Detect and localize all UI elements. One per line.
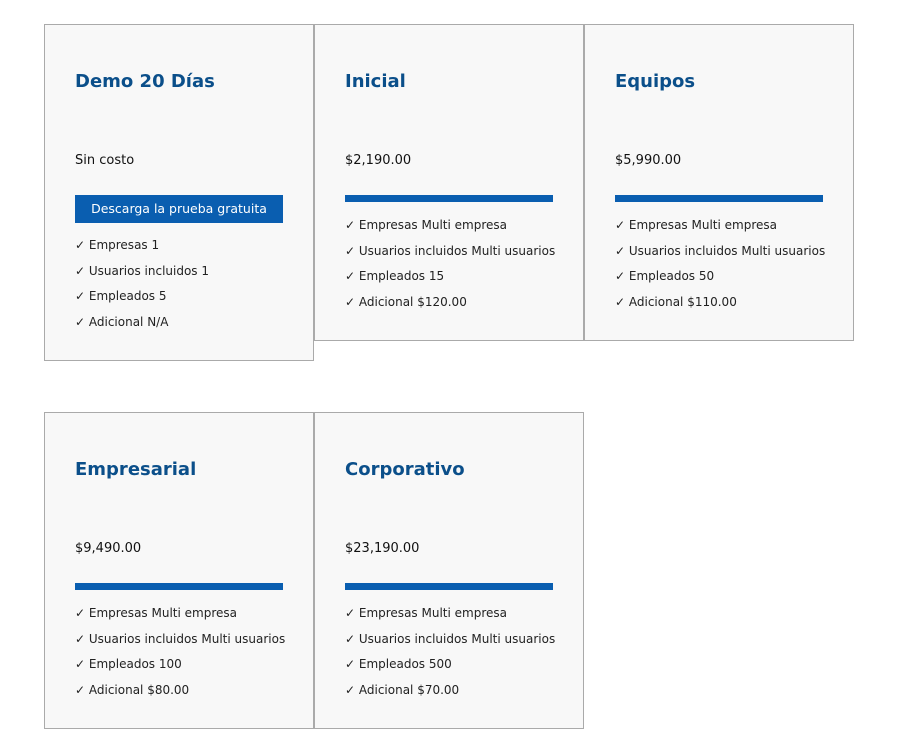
divider-bar	[345, 195, 553, 202]
divider-bar	[345, 583, 553, 590]
plan-price: $5,990.00	[615, 153, 682, 168]
plan-feature: ✓ Empleados 15	[345, 269, 445, 283]
plan-feature: ✓ Empresas Multi empresa	[345, 218, 507, 232]
plan-feature: ✓ Adicional N/A	[75, 314, 169, 329]
plan-price: $9,490.00	[75, 541, 142, 556]
plan-feature: ✓ Usuarios incluidos Multi usuarios	[75, 631, 286, 646]
plan-title: Equipos	[615, 71, 696, 92]
download-button[interactable]: Descarga la prueba gratuita	[75, 195, 283, 223]
plan-card: Corporativo $23,190.00 ✓ Empresas Multi em…	[314, 412, 584, 729]
plan-price: $23,190.00	[345, 541, 420, 556]
plan-card: Demo 20 Días Sin costo Descarga la prueba …	[44, 24, 314, 361]
plan-title: Demo 20 Días	[75, 71, 215, 92]
plan-feature: ✓ Empresas Multi empresa	[75, 606, 237, 620]
plan-feature: ✓ Usuarios incluidos Multi usuarios	[615, 243, 826, 258]
plan-feature: ✓ Empresas 1	[75, 238, 160, 252]
plan-feature: ✓ Empresas Multi empresa	[345, 606, 507, 620]
plan-card: Equipos $5,990.00 ✓ Empresas Multi empresa…	[584, 24, 854, 341]
plan-feature: ✓ Usuarios incluidos Multi usuarios	[345, 631, 556, 646]
plan-feature: ✓ Empleados 50	[615, 269, 715, 283]
plan-card: Empresarial $9,490.00 ✓ Empresas Multi emp…	[44, 412, 314, 729]
divider-bar	[615, 195, 823, 202]
plan-card: Inicial $2,190.00 ✓ Empresas Multi empresa…	[314, 24, 584, 341]
plan-feature: ✓ Empleados 100	[75, 657, 182, 671]
plan-feature: ✓ Empleados 5	[75, 289, 167, 303]
plan-feature: ✓ Empresas Multi empresa	[615, 218, 777, 232]
plan-price: $2,190.00	[345, 153, 412, 168]
plan-title: Inicial	[345, 71, 406, 92]
plan-feature: ✓ Adicional $110.00	[615, 294, 737, 309]
plan-title: Empresarial	[75, 459, 197, 480]
plan-price: Sin costo	[75, 153, 135, 168]
plan-feature: ✓ Empleados 500	[345, 657, 452, 671]
plan-feature: ✓ Adicional $120.00	[345, 294, 467, 309]
plan-feature: ✓ Adicional $80.00	[75, 682, 190, 697]
plan-feature: ✓ Usuarios incluidos Multi usuarios	[345, 243, 556, 258]
plan-feature: ✓ Adicional $70.00	[345, 682, 460, 697]
plan-feature: ✓ Usuarios incluidos 1	[75, 263, 210, 278]
plan-title: Corporativo	[345, 459, 465, 480]
divider-bar	[75, 583, 283, 590]
